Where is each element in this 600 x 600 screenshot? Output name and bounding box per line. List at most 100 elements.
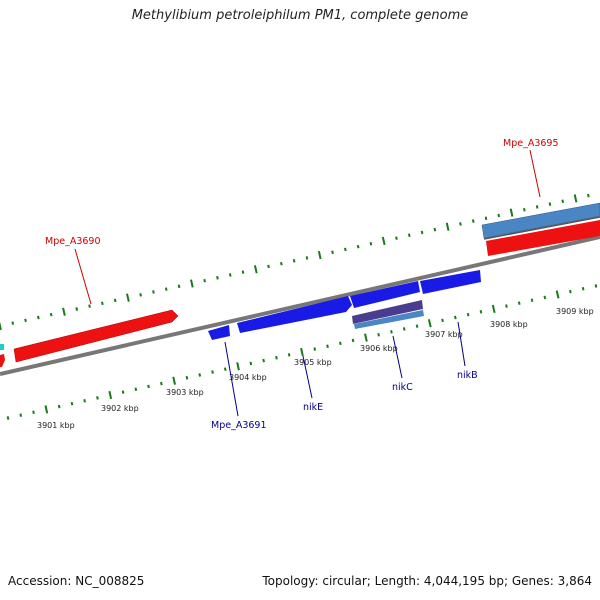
minor-tick	[223, 367, 227, 371]
minor-tick	[471, 219, 475, 223]
major-tick	[381, 236, 386, 246]
minor-tick	[479, 309, 483, 314]
major-tick	[44, 405, 49, 414]
minor-tick	[11, 321, 15, 325]
minor-tick	[535, 205, 539, 209]
genome-backbone	[0, 235, 600, 376]
minor-tick	[267, 264, 270, 269]
feature-nikc-light[interactable]	[354, 310, 424, 329]
minor-tick	[587, 193, 590, 198]
minor-tick	[160, 381, 163, 386]
minor-tick	[331, 250, 334, 255]
major-tick	[190, 279, 194, 288]
major-tick	[573, 194, 578, 203]
upper-tick-track	[0, 193, 590, 331]
minor-tick	[402, 327, 406, 331]
gene-nike-pre[interactable]	[237, 296, 352, 333]
minor-tick	[523, 207, 526, 212]
minor-tick	[203, 278, 206, 283]
minor-tick	[377, 332, 380, 337]
feature-cyan-partial[interactable]	[0, 344, 4, 350]
minor-tick	[262, 358, 265, 363]
major-tick	[445, 222, 450, 231]
minor-tick	[211, 370, 214, 374]
minor-tick	[497, 213, 501, 218]
scale-label: 3906 kbp	[360, 344, 398, 353]
feature-nikc-dark[interactable]	[352, 300, 423, 324]
minor-tick	[466, 312, 470, 317]
minor-tick	[287, 353, 291, 357]
minor-tick	[113, 298, 117, 303]
minor-tick	[351, 338, 355, 343]
scale-label: 3905 kbp	[294, 358, 332, 367]
gene-partial-left[interactable]	[0, 354, 5, 367]
scale-label: 3902 kbp	[101, 404, 139, 413]
minor-tick	[326, 344, 329, 349]
scale-label: 3908 kbp	[490, 320, 528, 329]
leader-mpe-a3691	[224, 341, 239, 417]
minor-tick	[433, 227, 437, 232]
genome-stats-text: Topology: circular; Length: 4,044,195 bp…	[262, 574, 592, 588]
minor-tick	[177, 284, 181, 289]
minor-tick	[49, 312, 53, 317]
gene-mpe-a3695[interactable]	[486, 220, 600, 256]
gene-label-mpe-a3690[interactable]: Mpe_A3690	[45, 236, 101, 247]
gene-mpe-a3691[interactable]	[208, 325, 230, 340]
minor-tick	[339, 341, 342, 346]
minor-tick	[249, 361, 253, 366]
gene-mpe-a3690[interactable]	[13, 309, 179, 363]
minor-tick	[292, 258, 296, 263]
gene-label-mpe-a3691[interactable]: Mpe_A3691	[211, 420, 267, 431]
minor-tick	[459, 222, 462, 226]
minor-tick	[83, 398, 86, 403]
major-tick	[253, 265, 258, 274]
minor-tick	[164, 287, 168, 291]
minor-tick	[96, 396, 99, 400]
minor-tick	[139, 293, 142, 297]
minor-tick	[395, 236, 398, 240]
minor-tick	[152, 290, 155, 294]
minor-tick	[407, 233, 411, 238]
gene-label-nikc[interactable]: nikC	[392, 382, 413, 393]
gene-label-mpe-a3695[interactable]: Mpe_A3695	[503, 138, 559, 149]
minor-tick	[101, 301, 104, 306]
gene-label-nikb[interactable]: nikB	[457, 370, 478, 381]
gene-nikb[interactable]	[420, 270, 481, 294]
scale-label: 3909 kbp	[556, 307, 594, 316]
minor-tick	[454, 315, 457, 320]
major-tick	[62, 307, 66, 316]
minor-tick	[32, 410, 35, 415]
minor-tick	[369, 242, 373, 246]
minor-tick	[75, 307, 79, 311]
minor-tick	[24, 318, 27, 323]
major-tick	[236, 362, 240, 371]
minor-tick	[543, 295, 547, 300]
major-tick	[172, 376, 176, 385]
minor-tick	[88, 304, 91, 308]
gene-label-nike[interactable]: nikE	[303, 402, 323, 413]
scale-label: 3903 kbp	[166, 388, 204, 397]
minor-tick	[70, 401, 74, 406]
minor-tick	[275, 355, 278, 360]
minor-tick	[548, 202, 552, 206]
major-tick	[491, 304, 496, 314]
minor-tick	[561, 199, 565, 204]
major-tick	[300, 347, 304, 357]
minor-tick	[517, 301, 521, 305]
gene-nike[interactable]	[350, 281, 420, 308]
minor-tick	[57, 404, 61, 409]
feature-bar-upper-blue[interactable]	[481, 202, 600, 239]
major-tick	[427, 319, 432, 328]
scale-label: 3907 kbp	[425, 330, 463, 339]
minor-tick	[441, 318, 444, 323]
minor-tick	[313, 347, 317, 351]
minor-tick	[569, 289, 572, 294]
minor-tick	[280, 261, 283, 266]
minor-tick	[581, 286, 585, 291]
minor-tick	[185, 375, 189, 380]
minor-tick	[241, 270, 245, 274]
major-tick	[108, 390, 113, 400]
minor-tick	[6, 416, 10, 420]
minor-tick	[121, 390, 125, 394]
